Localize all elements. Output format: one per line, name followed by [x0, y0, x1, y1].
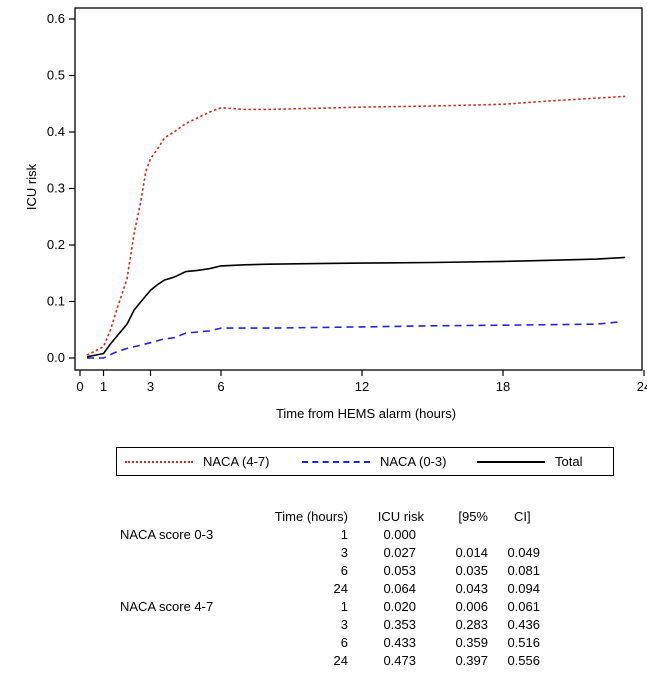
- cell-risk: 0.433: [383, 635, 416, 650]
- cell-time: 3: [340, 617, 348, 632]
- legend-item-naca-0-3: NACA (0-3): [302, 448, 446, 475]
- header-icu-risk: ICU risk: [377, 509, 424, 524]
- x-tick-label: 18: [496, 379, 510, 394]
- cell-ci-high: 0.556: [507, 653, 540, 668]
- cell-group: NACA score 4-7: [120, 599, 214, 614]
- x-tick-label: 24: [637, 379, 647, 394]
- y-tick-label: 0.2: [47, 237, 65, 252]
- legend-label-naca-0-3: NACA (0-3): [380, 454, 447, 469]
- legend-label-naca-4-7: NACA (4-7): [203, 454, 270, 469]
- y-tick-label: 0.5: [47, 68, 65, 83]
- series-line-2: [86, 256, 626, 358]
- cell-ci-low: 0.014: [455, 545, 488, 560]
- x-axis: 0 1 3 6 12 18 24: [76, 370, 647, 394]
- table-row: NACA score 4-7 1 0.020 0.006 0.061: [0, 598, 647, 616]
- table-row: 6 0.053 0.035 0.081: [0, 562, 647, 580]
- cell-risk: 0.027: [383, 545, 416, 560]
- cell-time: 1: [340, 527, 348, 542]
- x-tick-label: 12: [355, 379, 369, 394]
- cell-time: 6: [340, 563, 348, 578]
- cell-ci-high: 0.516: [507, 635, 540, 650]
- cell-ci-high: 0.061: [507, 599, 540, 614]
- y-tick-label: 0.6: [47, 11, 65, 26]
- plot-frame: [74, 7, 643, 371]
- cell-risk: 0.020: [383, 599, 416, 614]
- legend-swatch-naca-4-7: [125, 460, 193, 463]
- cell-risk: 0.053: [383, 563, 416, 578]
- legend-label-total: Total: [555, 454, 583, 469]
- cell-ci-low: 0.035: [455, 563, 488, 578]
- cell-risk: 0.353: [383, 617, 416, 632]
- cell-ci-high: 0.081: [507, 563, 540, 578]
- cell-ci-low: 0.006: [455, 599, 488, 614]
- cell-ci-low: 0.397: [455, 653, 488, 668]
- cell-risk: 0.000: [383, 527, 416, 542]
- series-line-1: [87, 321, 621, 359]
- cell-ci-low: 0.359: [455, 635, 488, 650]
- series-layer: [86, 95, 626, 359]
- y-tick-label: 0.3: [47, 181, 65, 196]
- legend-item-naca-4-7: NACA (4-7): [125, 448, 269, 475]
- x-tick-label: 6: [217, 379, 224, 394]
- table-row: 24 0.064 0.043 0.094: [0, 580, 647, 598]
- chart: 0.0 0.1 0.2 0.3 0.4 0.5 0.6 0 1 3 6 12 18 24 ICU ris…: [24, 7, 647, 421]
- plot-border: [74, 7, 643, 371]
- x-tick-label: 0: [76, 379, 83, 394]
- y-tick-label: 0.1: [47, 294, 65, 309]
- cell-time: 24: [333, 653, 348, 668]
- cell-time: 6: [340, 635, 348, 650]
- cell-risk: 0.064: [383, 581, 416, 596]
- y-axis: 0.0 0.1 0.2 0.3 0.4 0.5 0.6: [47, 11, 75, 365]
- cell-group: NACA score 0-3: [120, 527, 214, 542]
- cell-ci-high: 0.094: [507, 581, 540, 596]
- y-axis-label: ICU risk: [24, 163, 39, 210]
- legend: NACA (4-7) NACA (0-3) Total: [116, 447, 614, 476]
- table-row: 24 0.473 0.397 0.556: [0, 652, 647, 670]
- x-axis-label: Time from HEMS alarm (hours): [276, 406, 456, 421]
- cell-time: 3: [340, 545, 348, 560]
- header-ci-low: [95%: [458, 509, 488, 524]
- legend-item-total: Total: [477, 448, 582, 475]
- cell-ci-high: 0.436: [507, 617, 540, 632]
- table-row: 3 0.027 0.014 0.049: [0, 544, 647, 562]
- y-tick-label: 0.0: [47, 350, 65, 365]
- legend-swatch-naca-0-3: [302, 460, 370, 463]
- x-tick-label: 3: [147, 379, 154, 394]
- cell-ci-high: 0.049: [507, 545, 540, 560]
- table-row: 3 0.353 0.283 0.436: [0, 616, 647, 634]
- table-row: NACA score 0-3 1 0.000: [0, 526, 647, 544]
- header-ci-high: CI]: [514, 509, 531, 524]
- x-tick-label: 1: [100, 379, 107, 394]
- table-row: 6 0.433 0.359 0.516: [0, 634, 647, 652]
- cell-time: 1: [340, 599, 348, 614]
- cell-time: 24: [333, 581, 348, 596]
- table-header: Time (hours) ICU risk [95% CI]: [0, 508, 647, 526]
- series-line-0: [86, 95, 626, 356]
- legend-swatch-total: [477, 460, 545, 463]
- cell-ci-low: 0.283: [455, 617, 488, 632]
- header-time: Time (hours): [274, 509, 348, 524]
- cell-risk: 0.473: [383, 653, 416, 668]
- y-tick-label: 0.4: [47, 124, 65, 139]
- cell-ci-low: 0.043: [455, 581, 488, 596]
